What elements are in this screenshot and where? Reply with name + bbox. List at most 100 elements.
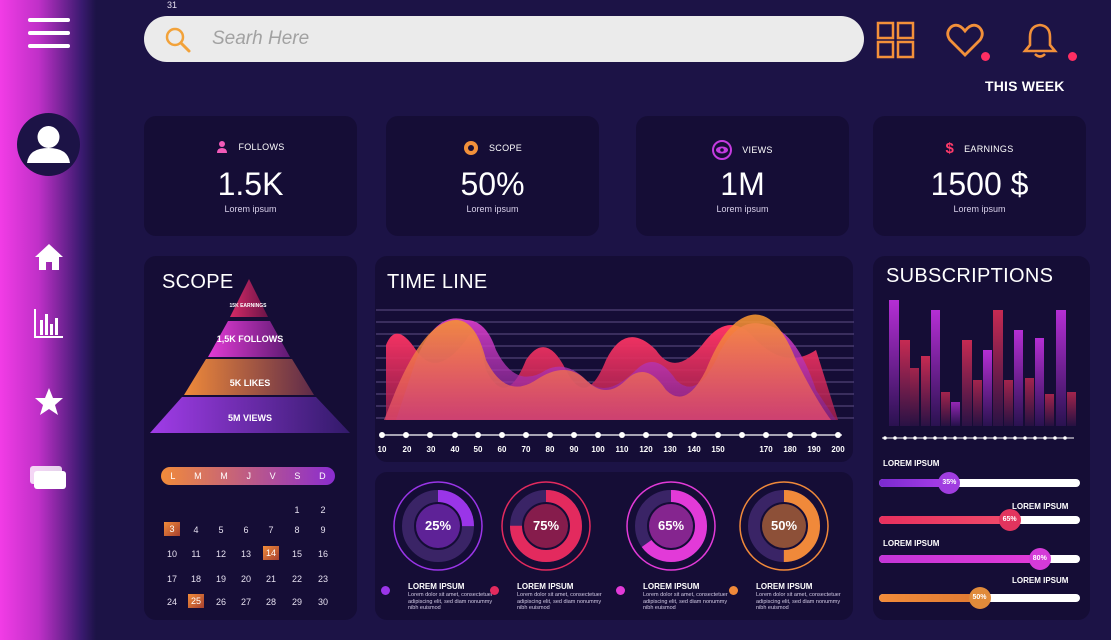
slider-fill (879, 555, 1040, 563)
stat-value: 1.5K (217, 166, 284, 202)
calendar-day[interactable]: 27 (240, 597, 251, 607)
timeline-chart (376, 309, 854, 420)
stat-card-earnings[interactable]: $ EARNINGS 1500 $ Lorem ipsum (873, 116, 1086, 236)
period-label[interactable]: THIS WEEK (985, 78, 1065, 94)
calendar-day[interactable]: 5 (218, 525, 224, 535)
chart-icon[interactable] (32, 306, 66, 340)
search-bar (144, 16, 864, 62)
progress-description: Lorem dolor sit amet, consectetuer adipi… (643, 592, 728, 611)
timeline-tick-label: 60 (497, 445, 507, 454)
calendar-day[interactable]: 6 (243, 525, 249, 535)
progress-donut (393, 481, 483, 571)
subscription-label: LOREM IPSUM (1012, 576, 1069, 585)
progress-percent: 50% (770, 518, 798, 533)
timeline-tick-label: 110 (615, 445, 629, 454)
calendar-day[interactable]: 8 (294, 525, 300, 535)
calendar-day[interactable]: 25 (188, 594, 204, 608)
calendar-day[interactable]: 15 (291, 549, 302, 559)
legend-dot (729, 586, 738, 595)
slider-handle[interactable]: 65% (998, 509, 1021, 531)
timeline-tick-label: 140 (687, 445, 701, 454)
pyramid-level: 15K EARNINGS (229, 303, 267, 309)
subscription-label: LOREM IPSUM (883, 539, 940, 548)
cards-icon[interactable] (28, 460, 68, 494)
calendar-day[interactable]: 18 (190, 574, 201, 584)
stat-card-scope[interactable]: SCOPE 50% Lorem ipsum (386, 116, 599, 236)
progress-title: LOREM IPSUM (756, 582, 813, 591)
slider-handle[interactable]: 35% (938, 472, 961, 494)
subscription-slider[interactable]: 80% (879, 548, 1080, 570)
subscription-slider[interactable]: 50% (879, 587, 1080, 609)
calendar-day[interactable]: 3 (164, 522, 180, 536)
calendar-day[interactable]: 2 (320, 505, 326, 515)
calendar-day[interactable]: 21 (265, 574, 276, 584)
pyramid-level: 5K LIKES (229, 378, 271, 388)
progress-donut (739, 481, 829, 571)
avatar[interactable] (17, 113, 80, 176)
timeline-axis (379, 432, 842, 438)
search-icon[interactable] (164, 26, 192, 54)
calendar-day[interactable]: 31 (166, 0, 177, 10)
calendar-day[interactable]: 17 (166, 574, 177, 584)
stat-value: 50% (460, 166, 525, 202)
calendar-day[interactable]: 10 (166, 549, 177, 559)
subscriptions-axis (882, 436, 1074, 440)
menu-icon[interactable] (28, 18, 70, 50)
timeline-tick-label: 30 (426, 445, 436, 454)
bell-icon[interactable] (1020, 20, 1060, 60)
subscription-slider[interactable]: 35% (879, 472, 1080, 494)
slider-fill (879, 479, 950, 487)
slider-handle[interactable]: 80% (1028, 548, 1051, 570)
calendar-day[interactable]: 22 (291, 574, 302, 584)
timeline-tick-label: 80 (545, 445, 555, 454)
calendar-day[interactable]: 16 (317, 549, 328, 559)
timeline-tick-label: 90 (569, 445, 579, 454)
calendar-day[interactable]: 23 (317, 574, 328, 584)
sidebar (0, 0, 96, 640)
dollar-icon: $ (945, 140, 955, 157)
calendar-day[interactable]: 20 (240, 574, 251, 584)
progress-title: LOREM IPSUM (643, 582, 700, 591)
calendar-day[interactable]: 4 (193, 525, 199, 535)
home-icon[interactable] (32, 240, 66, 274)
stat-card-views[interactable]: VIEWS 1M Lorem ipsum (636, 116, 849, 236)
search-input[interactable] (212, 26, 812, 52)
calendar-day[interactable]: 14 (263, 546, 279, 560)
calendar-day[interactable]: 29 (291, 597, 302, 607)
calendar-day[interactable]: 12 (215, 549, 226, 559)
slider-handle[interactable]: 50% (968, 587, 991, 609)
scope-title: SCOPE (162, 271, 234, 293)
timeline-tick-label: 20 (402, 445, 412, 454)
person-icon (217, 141, 228, 153)
stat-card-follows[interactable]: FOLLOWS 1.5K Lorem ipsum (144, 116, 357, 236)
grid-icon[interactable] (876, 20, 916, 60)
calendar-day[interactable]: 26 (215, 597, 226, 607)
legend-dot (490, 586, 499, 595)
legend-dot (616, 586, 625, 595)
calendar-day[interactable]: 11 (191, 549, 201, 559)
stat-label: FOLLOWS (238, 142, 285, 152)
timeline-tick-label: 190 (807, 445, 821, 454)
progress-description: Lorem dolor sit amet, consectetuer adipi… (408, 592, 493, 611)
stat-value: 1500 $ (930, 166, 1029, 202)
timeline-tick-label: 50 (473, 445, 483, 454)
notification-dot (981, 52, 990, 61)
timeline-tick-label: 170 (759, 445, 773, 454)
calendar-day[interactable]: 24 (166, 597, 177, 607)
timeline-tick-label: 100 (591, 445, 605, 454)
calendar-day[interactable]: 13 (240, 549, 251, 559)
heart-icon[interactable] (945, 20, 985, 60)
subscription-slider[interactable]: 65% (879, 509, 1080, 531)
timeline-title: TIME LINE (387, 271, 488, 293)
calendar-day[interactable]: 1 (294, 505, 300, 515)
calendar-day[interactable]: 19 (215, 574, 226, 584)
subscription-label: LOREM IPSUM (1012, 502, 1069, 511)
calendar-day[interactable]: 9 (320, 525, 326, 535)
calendar-day[interactable]: 28 (265, 597, 276, 607)
progress-title: LOREM IPSUM (517, 582, 574, 591)
calendar-day[interactable]: 30 (317, 597, 328, 607)
star-icon[interactable] (32, 385, 66, 419)
weekday: M (194, 471, 202, 481)
calendar-day[interactable]: 7 (268, 525, 274, 535)
subscriptions-bars (889, 300, 1076, 426)
